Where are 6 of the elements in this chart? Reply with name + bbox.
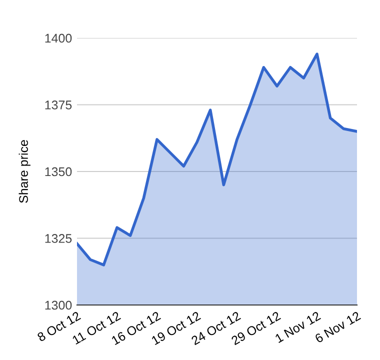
y-tick-label: 1400: [45, 34, 72, 43]
y-tick-label: 1350: [45, 167, 72, 176]
y-tick-label: 1375: [45, 100, 72, 110]
y-tick-label: 1325: [45, 234, 72, 243]
y-axis-title: Share price: [18, 140, 30, 203]
y-tick-label: 1300: [45, 300, 72, 310]
